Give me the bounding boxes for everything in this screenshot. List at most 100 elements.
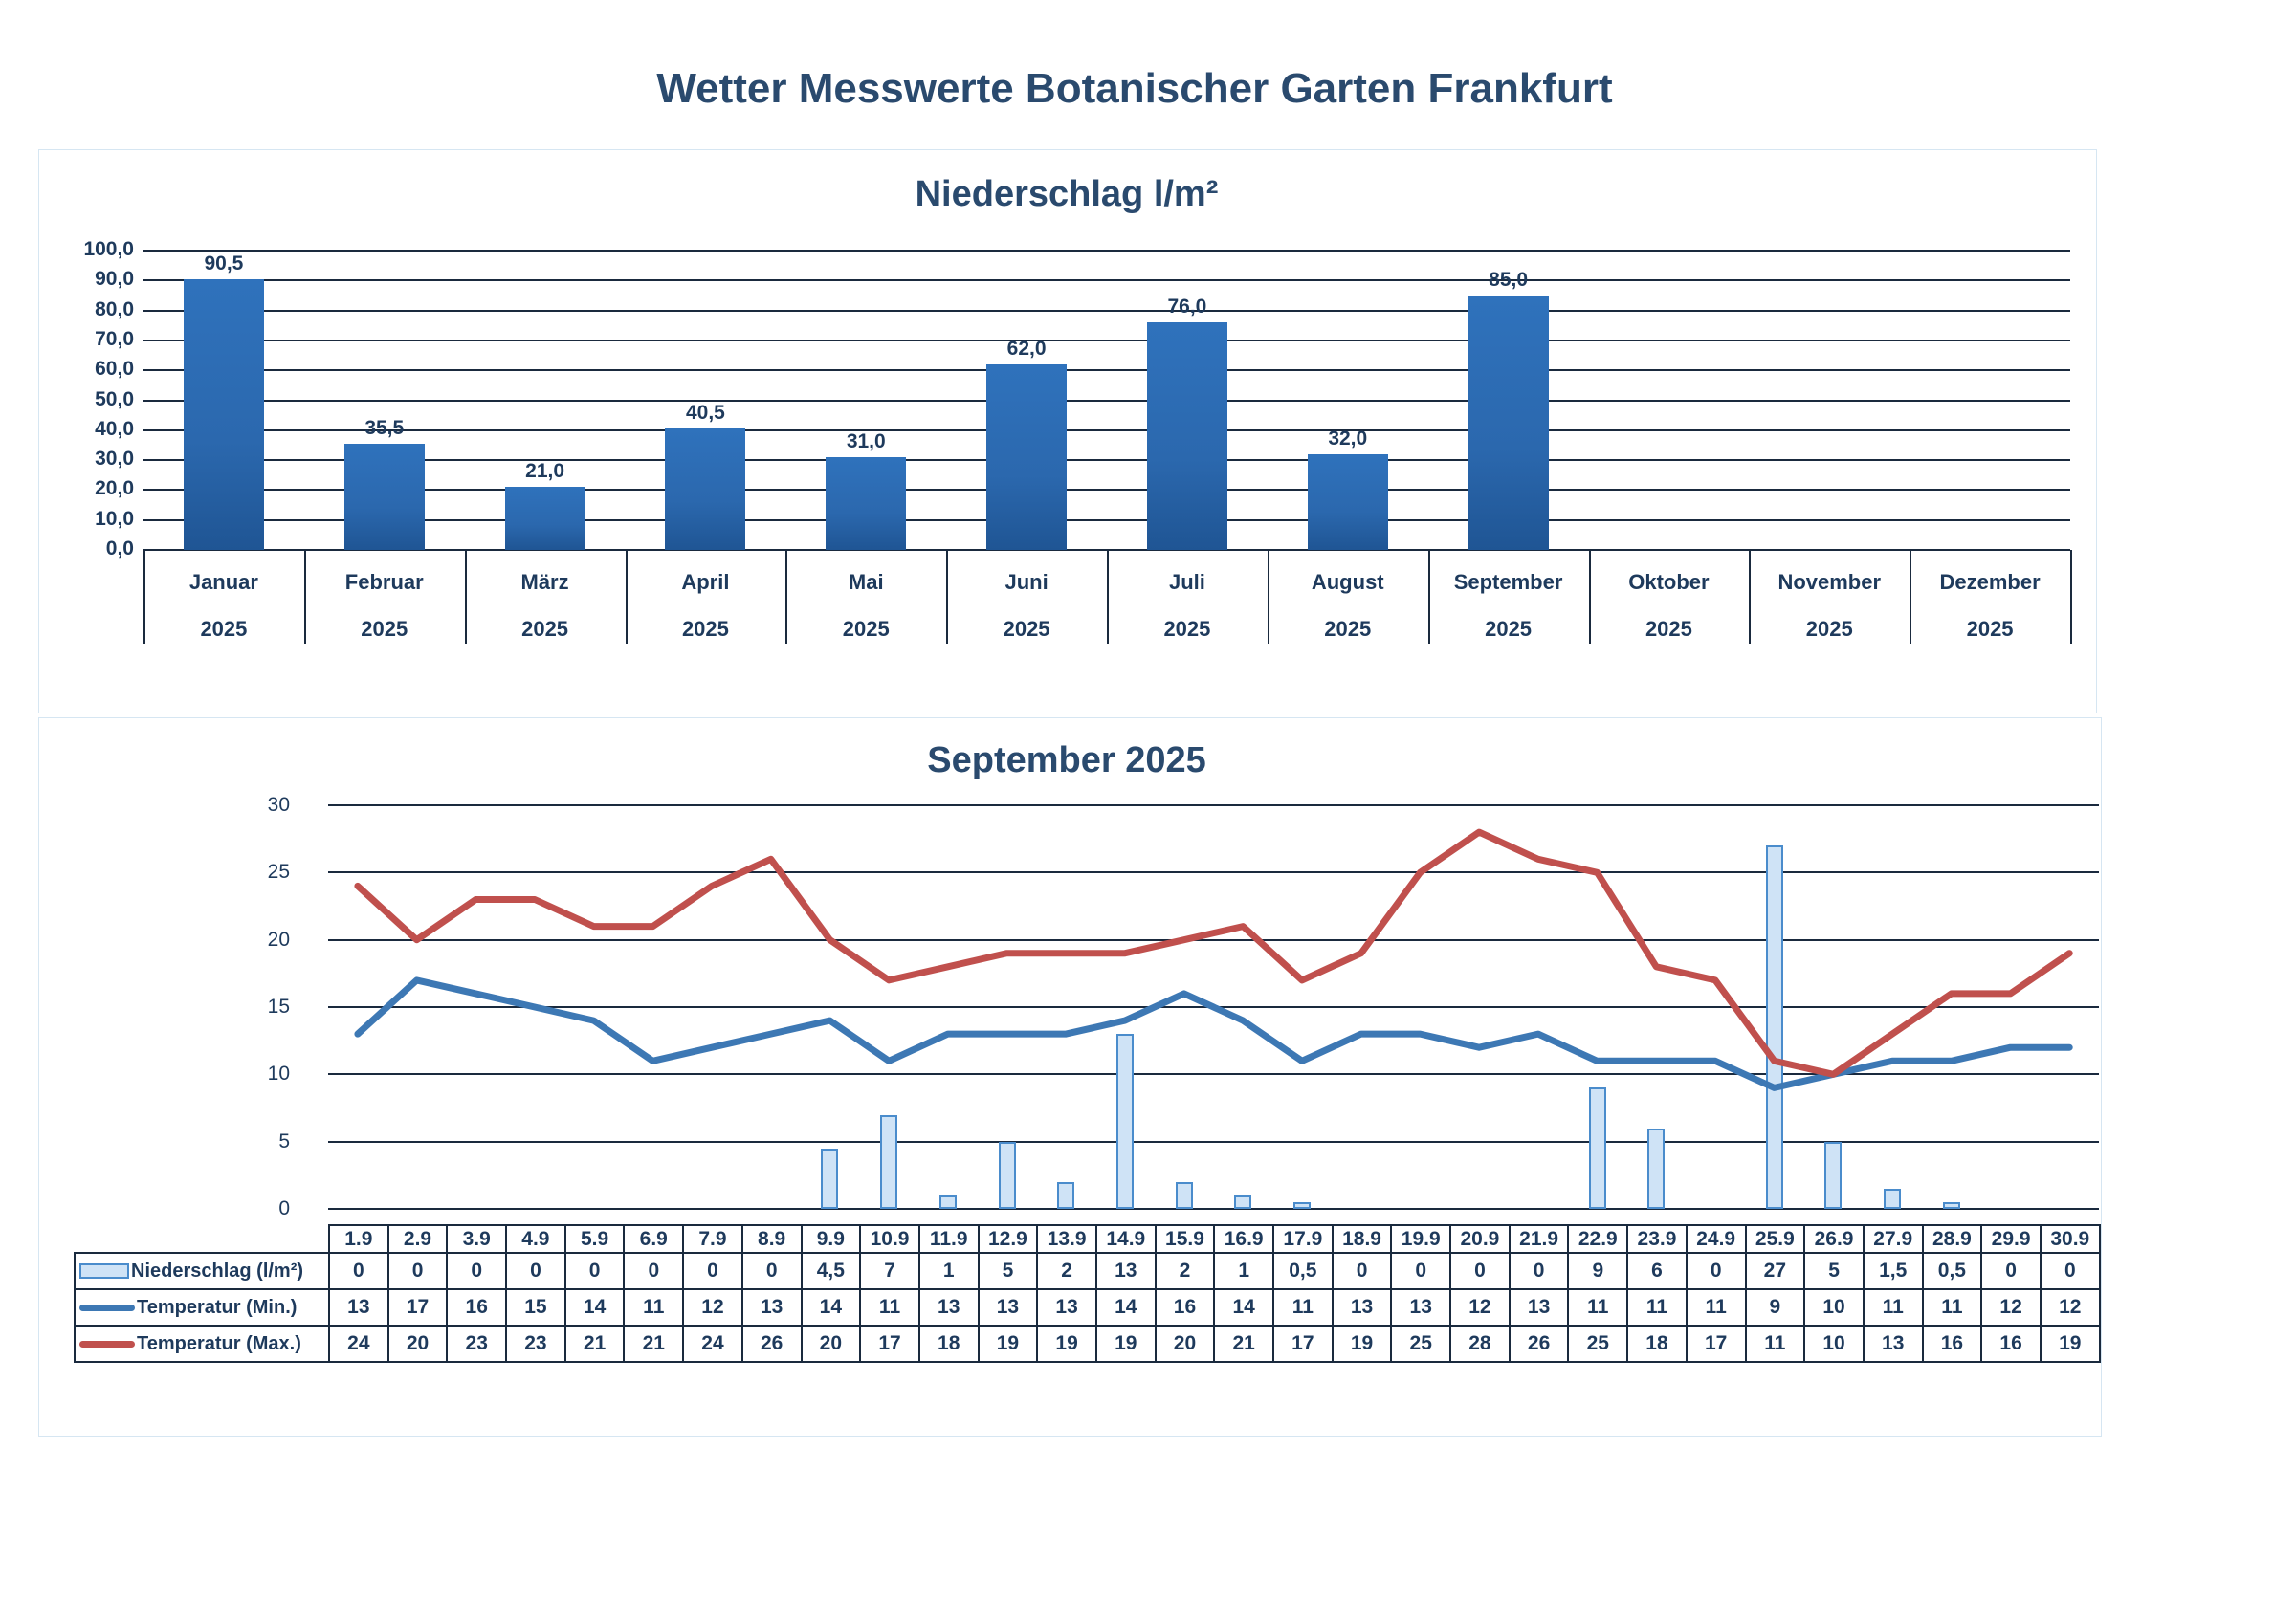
table-cell: 10: [1803, 1288, 1865, 1327]
table-cell: 7: [859, 1252, 920, 1290]
date-header: 6.9: [623, 1224, 685, 1254]
y-axis-tick: 0,0: [105, 537, 134, 559]
table-cell: 0,5: [1272, 1252, 1334, 1290]
category-divider: [464, 550, 467, 644]
daily-precipitation-bar: [880, 1114, 898, 1209]
y-axis-tick: 25: [267, 861, 290, 884]
y-axis-tick: 60,0: [95, 358, 134, 381]
september-data-table: 1.9 2.9 3.9 4.9 5.9 6.9 7.9 8.9 9.9 10.9 11.9 12.9 1…: [74, 1224, 2101, 1363]
table-cell: 6: [1626, 1252, 1688, 1290]
table-cell: 13: [1094, 1252, 1157, 1290]
category-divider: [303, 550, 306, 644]
date-header: 21.9: [1508, 1224, 1570, 1254]
y-axis-tick: 30,0: [95, 448, 134, 471]
date-header: 19.9: [1390, 1224, 1452, 1254]
category-month-label: Juli: [1168, 570, 1205, 594]
category-divider: [2070, 550, 2072, 644]
date-header: 10.9: [859, 1224, 920, 1254]
legend-cell: Temperatur (Max.): [74, 1325, 330, 1363]
y-axis-tick: 20: [267, 928, 290, 951]
table-cell: 18: [1626, 1325, 1688, 1363]
category-divider: [625, 550, 628, 644]
table-cell: 19: [977, 1325, 1039, 1363]
table-cell: 0: [1390, 1252, 1452, 1290]
table-cell: 11: [1921, 1288, 1983, 1327]
category-divider: [946, 550, 949, 644]
category-month-label: Oktober: [1628, 570, 1710, 594]
y-axis-tick: 70,0: [95, 327, 134, 350]
date-header: 26.9: [1803, 1224, 1865, 1254]
category-year-label: 2025: [1805, 617, 1853, 641]
category-month-label: März: [520, 570, 569, 594]
legend-cell: Niederschlag (l/m²): [74, 1252, 330, 1290]
daily-precipitation-bar: [1057, 1181, 1075, 1209]
gridline: [144, 489, 2070, 492]
table-cell: 2: [1036, 1252, 1097, 1290]
date-header: 12.9: [977, 1224, 1039, 1254]
table-cell: 17: [859, 1325, 920, 1363]
date-header: 1.9: [328, 1224, 389, 1254]
table-cell: 0,5: [1921, 1252, 1983, 1290]
table-cell: 0: [1331, 1252, 1393, 1290]
table-cell: 19: [1094, 1325, 1157, 1363]
table-cell: 0: [386, 1252, 449, 1290]
category-year-label: 2025: [200, 617, 248, 641]
table-cell: 20: [800, 1325, 862, 1363]
daily-precipitation-bar: [1765, 845, 1783, 1209]
table-cell: 16: [1154, 1288, 1216, 1327]
category-divider: [1107, 550, 1109, 644]
table-cell: 11: [1744, 1325, 1806, 1363]
precipitation-bar: [1146, 322, 1227, 550]
date-header: 8.9: [740, 1224, 803, 1254]
category-month-label: November: [1777, 570, 1882, 594]
precipitation-bar: [504, 487, 585, 550]
table-cell: 5: [1803, 1252, 1865, 1290]
daily-precipitation-bar: [998, 1141, 1016, 1209]
table-cell: 12: [682, 1288, 743, 1327]
category-divider: [785, 550, 788, 644]
table-cell: 0: [623, 1252, 685, 1290]
gridline: [144, 428, 2070, 431]
date-header: 27.9: [1862, 1224, 1924, 1254]
bar-value-label: 21,0: [525, 460, 565, 483]
table-cell: 26: [1508, 1325, 1570, 1363]
monthly-chart-title: Niederschlag l/m²: [915, 174, 1219, 214]
gridline: [328, 871, 2099, 874]
gridline: [144, 279, 2070, 282]
table-cell: 17: [386, 1288, 449, 1327]
table-cell: 14: [800, 1288, 862, 1327]
precipitation-bar: [826, 456, 907, 550]
gridline: [144, 399, 2070, 402]
daily-precipitation-bar: [1234, 1195, 1252, 1209]
table-cell: 9: [1744, 1288, 1806, 1327]
table-row: Temperatur (Max.) 24 20 23 23 21 21 24 26 20 17 18 1…: [74, 1325, 2101, 1363]
table-cell: 18: [917, 1325, 980, 1363]
bar-value-label: 76,0: [1167, 296, 1207, 318]
gridline: [328, 1006, 2099, 1008]
gridline: [144, 518, 2070, 521]
table-cell: 11: [1272, 1288, 1334, 1327]
date-header: 15.9: [1154, 1224, 1216, 1254]
category-year-label: 2025: [1485, 617, 1533, 641]
table-cell: 0: [446, 1252, 508, 1290]
precipitation-bar: [183, 278, 264, 550]
y-axis-tick: 20,0: [95, 477, 134, 500]
category-month-label: Mai: [848, 570, 884, 594]
table-cell: 23: [505, 1325, 566, 1363]
table-cell: 0: [1449, 1252, 1511, 1290]
table-cell: 0: [563, 1252, 626, 1290]
category-divider: [1588, 550, 1591, 644]
category-year-label: 2025: [1324, 617, 1372, 641]
gridline: [144, 250, 2070, 252]
category-month-label: Dezember: [1939, 570, 2041, 594]
category-month-label: April: [681, 570, 730, 594]
precipitation-legend-swatch: [79, 1263, 129, 1280]
category-divider: [1427, 550, 1430, 644]
date-header: 24.9: [1685, 1224, 1747, 1254]
gridline: [328, 804, 2099, 806]
table-cell: 13: [977, 1288, 1039, 1327]
date-header: 13.9: [1036, 1224, 1097, 1254]
daily-precipitation-bar: [1293, 1201, 1312, 1209]
table-row: Temperatur (Min.) 13 17 16 15 14 11 12 13 14 11 13 1…: [74, 1288, 2101, 1327]
gridline: [328, 1208, 2099, 1210]
